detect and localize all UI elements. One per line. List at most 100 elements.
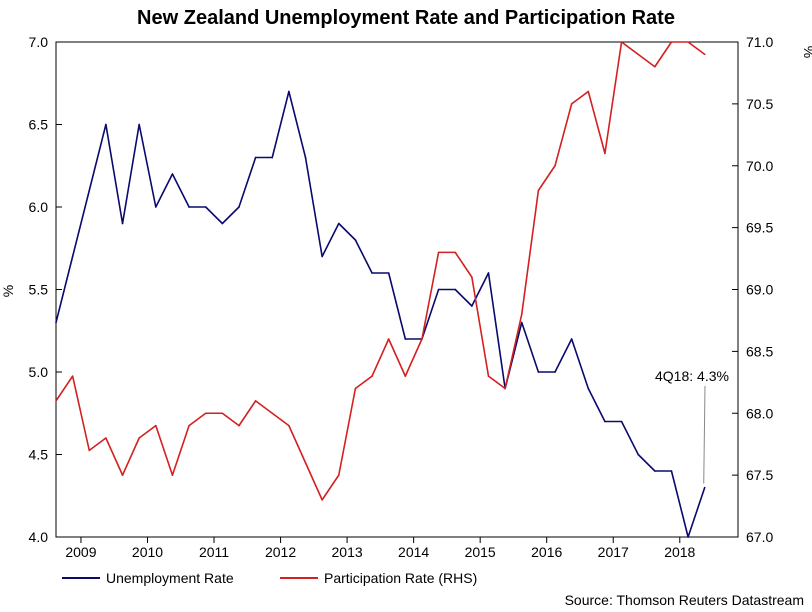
data-point-participation bbox=[271, 412, 274, 415]
y-left-tick-label: 4.0 bbox=[29, 529, 49, 545]
x-tick-label: 2014 bbox=[398, 544, 429, 560]
data-point-participation bbox=[703, 53, 706, 56]
data-point-unemployment bbox=[288, 90, 290, 93]
data-point-unemployment bbox=[703, 486, 706, 489]
y-axis-right: 71.0 70.5 70.0 69.5 69.0 68.5 68.0 67.5 67.0 bbox=[732, 34, 773, 545]
data-point-participation bbox=[288, 424, 290, 427]
x-axis: 2009 2010 2011 2012 2013 2014 2015 2016 2017 2018 bbox=[65, 537, 696, 560]
series-layer bbox=[55, 41, 706, 538]
data-point-participation bbox=[88, 449, 91, 452]
data-point-unemployment bbox=[387, 272, 390, 274]
data-point-participation bbox=[537, 189, 540, 192]
data-point-participation bbox=[504, 387, 506, 390]
data-point-unemployment bbox=[138, 123, 140, 126]
x-tick-label: 2009 bbox=[65, 544, 96, 560]
plot-frame bbox=[55, 41, 739, 538]
data-point-participation bbox=[155, 424, 157, 427]
y-axis-right-label: % bbox=[801, 46, 812, 58]
data-point-participation bbox=[421, 338, 423, 340]
data-point-unemployment bbox=[55, 321, 57, 324]
y-right-tick-label: 69.0 bbox=[746, 282, 773, 298]
y-axis-left-label: % bbox=[0, 285, 16, 297]
series-line-unemployment bbox=[55, 90, 706, 538]
y-right-tick-label: 69.5 bbox=[746, 220, 773, 236]
legend: Unemployment Rate Participation Rate (RH… bbox=[62, 570, 477, 586]
data-point-participation bbox=[687, 41, 689, 43]
data-point-unemployment bbox=[454, 288, 457, 291]
data-point-unemployment bbox=[155, 206, 157, 208]
data-point-unemployment bbox=[254, 156, 257, 159]
data-point-participation bbox=[321, 499, 323, 501]
x-tick-label: 2018 bbox=[664, 544, 695, 560]
data-point-participation bbox=[487, 375, 490, 377]
annotation: 4Q18: 4.3% bbox=[655, 368, 729, 484]
chart-title: New Zealand Unemployment Rate and Partic… bbox=[137, 7, 675, 29]
y-left-tick-label: 6.5 bbox=[29, 117, 49, 133]
data-point-unemployment bbox=[471, 305, 473, 307]
x-tick-label: 2012 bbox=[265, 544, 296, 560]
data-point-unemployment bbox=[637, 453, 639, 456]
data-point-unemployment bbox=[520, 321, 523, 324]
series-line-participation bbox=[55, 41, 706, 501]
legend-label-unemployment: Unemployment Rate bbox=[106, 570, 234, 586]
data-point-unemployment bbox=[687, 536, 689, 538]
data-point-unemployment bbox=[337, 222, 340, 225]
legend-label-participation: Participation Rate (RHS) bbox=[324, 570, 477, 586]
data-point-participation bbox=[188, 424, 190, 427]
data-point-participation bbox=[471, 276, 473, 278]
y-left-tick-label: 7.0 bbox=[29, 34, 49, 50]
x-tick-label: 2010 bbox=[132, 544, 163, 560]
data-point-unemployment bbox=[604, 420, 606, 423]
data-point-participation bbox=[637, 53, 639, 56]
data-point-unemployment bbox=[437, 288, 440, 291]
data-point-participation bbox=[670, 41, 673, 43]
data-point-participation bbox=[354, 387, 357, 390]
data-point-unemployment bbox=[71, 255, 74, 258]
y-right-tick-label: 70.5 bbox=[746, 96, 773, 112]
data-point-unemployment bbox=[105, 123, 107, 126]
data-point-unemployment bbox=[554, 371, 556, 373]
data-point-participation bbox=[454, 251, 457, 254]
data-point-unemployment bbox=[321, 255, 323, 258]
data-point-participation bbox=[570, 103, 573, 105]
data-point-unemployment bbox=[304, 156, 307, 159]
y-right-tick-label: 68.0 bbox=[746, 405, 773, 421]
source-note: Source: Thomson Reuters Datastream bbox=[565, 592, 804, 608]
data-point-unemployment bbox=[487, 272, 490, 274]
data-point-participation bbox=[437, 251, 440, 254]
y-right-tick-label: 67.5 bbox=[746, 467, 773, 483]
data-point-unemployment bbox=[404, 338, 407, 340]
x-tick-label: 2016 bbox=[531, 544, 562, 560]
x-tick-label: 2017 bbox=[598, 544, 629, 560]
data-point-participation bbox=[55, 400, 57, 402]
data-point-participation bbox=[254, 400, 257, 402]
data-point-unemployment bbox=[654, 470, 656, 472]
y-left-tick-label: 5.0 bbox=[29, 364, 49, 380]
data-point-unemployment bbox=[570, 338, 573, 340]
data-point-unemployment bbox=[587, 387, 590, 390]
data-point-participation bbox=[138, 437, 140, 439]
data-point-unemployment bbox=[537, 371, 540, 373]
y-right-tick-label: 68.5 bbox=[746, 343, 773, 359]
data-point-unemployment bbox=[371, 272, 373, 274]
data-point-participation bbox=[654, 65, 656, 68]
data-point-unemployment bbox=[171, 173, 174, 175]
data-point-unemployment bbox=[88, 189, 91, 192]
y-right-tick-label: 71.0 bbox=[746, 34, 773, 50]
data-point-unemployment bbox=[204, 206, 207, 208]
data-point-participation bbox=[221, 412, 224, 415]
data-point-participation bbox=[387, 338, 390, 340]
plot-area bbox=[55, 41, 739, 538]
data-point-unemployment bbox=[271, 156, 274, 159]
data-point-participation bbox=[371, 375, 373, 377]
x-tick-label: 2013 bbox=[332, 544, 363, 560]
data-point-participation bbox=[238, 424, 240, 427]
annotation-leader bbox=[703, 385, 706, 484]
data-point-participation bbox=[171, 474, 174, 476]
data-point-participation bbox=[71, 375, 74, 377]
data-point-unemployment bbox=[620, 420, 623, 423]
data-point-unemployment bbox=[188, 206, 190, 208]
data-point-participation bbox=[520, 313, 523, 316]
data-point-unemployment bbox=[354, 239, 357, 241]
data-point-participation bbox=[604, 152, 606, 155]
